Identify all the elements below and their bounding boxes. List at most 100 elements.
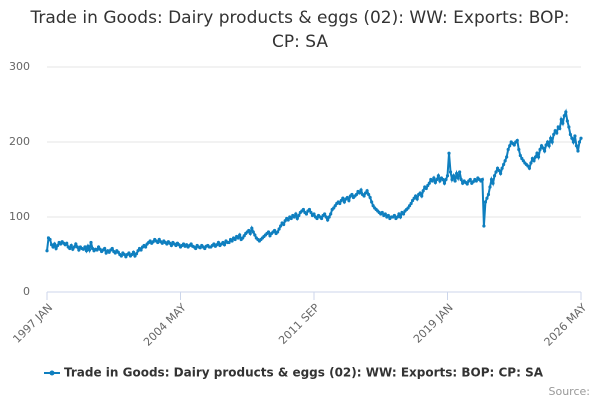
point xyxy=(571,140,576,144)
point xyxy=(530,156,535,161)
point xyxy=(407,204,412,208)
point xyxy=(216,240,221,245)
point xyxy=(168,241,172,245)
point xyxy=(282,222,286,227)
point xyxy=(103,246,107,251)
point xyxy=(221,240,225,245)
point xyxy=(455,171,459,176)
point xyxy=(130,252,134,257)
point xyxy=(465,182,469,186)
point xyxy=(544,143,548,147)
point xyxy=(456,176,460,180)
point xyxy=(480,177,484,182)
source: Source: xyxy=(549,385,591,398)
point xyxy=(292,215,296,219)
point xyxy=(427,181,431,185)
point xyxy=(492,174,497,178)
point xyxy=(495,166,500,170)
point xyxy=(411,198,415,203)
point xyxy=(517,147,521,152)
point xyxy=(222,243,227,247)
point xyxy=(432,176,436,180)
point xyxy=(347,198,351,203)
point xyxy=(323,212,327,216)
point xyxy=(294,212,298,216)
point xyxy=(539,144,544,148)
point xyxy=(212,242,216,246)
point xyxy=(448,170,453,174)
point xyxy=(535,151,539,155)
point xyxy=(133,254,137,258)
point xyxy=(338,201,342,206)
point xyxy=(386,213,390,218)
point xyxy=(104,251,108,255)
point xyxy=(68,246,72,251)
point xyxy=(363,191,368,195)
point xyxy=(345,195,349,200)
point xyxy=(65,241,69,245)
point xyxy=(542,149,547,153)
point xyxy=(435,177,439,182)
point xyxy=(107,250,111,254)
point xyxy=(567,125,571,129)
point xyxy=(275,230,280,234)
point xyxy=(238,233,242,237)
point xyxy=(327,215,331,219)
point xyxy=(134,252,139,256)
point xyxy=(74,242,78,246)
point xyxy=(461,181,465,185)
point xyxy=(579,136,583,140)
point xyxy=(272,228,277,233)
point xyxy=(568,132,572,137)
point xyxy=(248,231,252,236)
point xyxy=(482,224,486,228)
point xyxy=(230,239,234,243)
point xyxy=(251,230,255,234)
point xyxy=(253,233,257,237)
point xyxy=(156,240,160,245)
point xyxy=(72,245,76,249)
point xyxy=(181,242,186,246)
point xyxy=(215,243,219,247)
point xyxy=(247,228,251,233)
point xyxy=(450,177,454,182)
point xyxy=(242,234,246,238)
point xyxy=(561,121,565,125)
point xyxy=(453,179,457,183)
point xyxy=(421,189,425,193)
x-tick-label: 2004 MAY xyxy=(141,301,189,349)
point xyxy=(268,234,272,238)
point xyxy=(165,242,169,246)
point xyxy=(502,162,506,167)
point xyxy=(565,119,569,123)
point xyxy=(438,179,442,183)
point xyxy=(127,251,131,255)
point xyxy=(87,248,92,252)
point xyxy=(309,210,313,215)
point xyxy=(110,246,114,251)
point xyxy=(497,168,501,173)
point xyxy=(550,140,554,144)
point xyxy=(471,180,475,184)
point xyxy=(324,215,328,219)
point xyxy=(333,204,337,208)
point xyxy=(116,250,120,254)
point xyxy=(380,210,384,215)
point xyxy=(500,166,504,170)
point xyxy=(69,243,73,248)
point xyxy=(414,194,418,198)
point xyxy=(562,114,566,118)
point xyxy=(45,249,49,253)
point xyxy=(250,226,254,230)
point xyxy=(538,147,542,152)
point xyxy=(383,212,387,216)
point xyxy=(83,245,87,249)
point xyxy=(508,144,512,148)
point xyxy=(424,186,428,191)
point xyxy=(420,194,424,198)
point xyxy=(576,149,580,153)
legend-label: Trade in Goods: Dairy products & eggs (0… xyxy=(64,366,544,380)
point xyxy=(418,191,422,195)
